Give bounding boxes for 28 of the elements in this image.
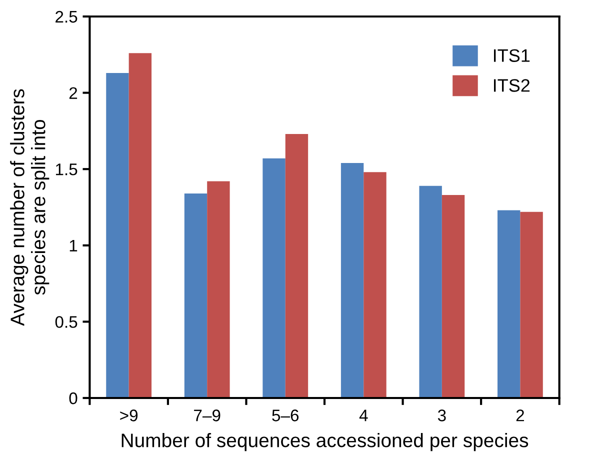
legend-label: ITS1: [494, 49, 530, 62]
x-tick-label: 4: [359, 410, 368, 422]
bar: [364, 172, 386, 398]
bar: [442, 195, 465, 398]
x-tick-label: 2: [516, 410, 524, 422]
bar: [419, 186, 442, 398]
y-tick-label: 1: [70, 240, 78, 252]
x-tick-label: >9: [120, 410, 138, 422]
y-tick-label: 2.5: [56, 10, 78, 23]
bar: [184, 194, 208, 398]
y-tick-label: 2: [69, 87, 78, 99]
x-tick-label: 5–6: [272, 410, 299, 422]
x-axis-title: Number of sequences accessioned per species: [122, 432, 528, 452]
y-axis-title: Average number of clusters species are split into: [10, 89, 50, 326]
y-tick-label: 0.5: [55, 316, 78, 328]
bar: [340, 162, 364, 398]
bar: [128, 53, 152, 398]
x-tick-label: 3: [438, 410, 446, 422]
y-tick-label: 1.5: [56, 164, 78, 176]
bar: [520, 212, 543, 398]
bar: [106, 72, 129, 398]
x-tick-label: 7–9: [194, 410, 220, 422]
y-tick-label: 0: [69, 392, 78, 404]
bar: [285, 134, 308, 398]
legend-label: ITS2: [494, 79, 530, 92]
bar: [262, 158, 286, 398]
bar: [498, 210, 520, 398]
bar: [207, 181, 230, 398]
